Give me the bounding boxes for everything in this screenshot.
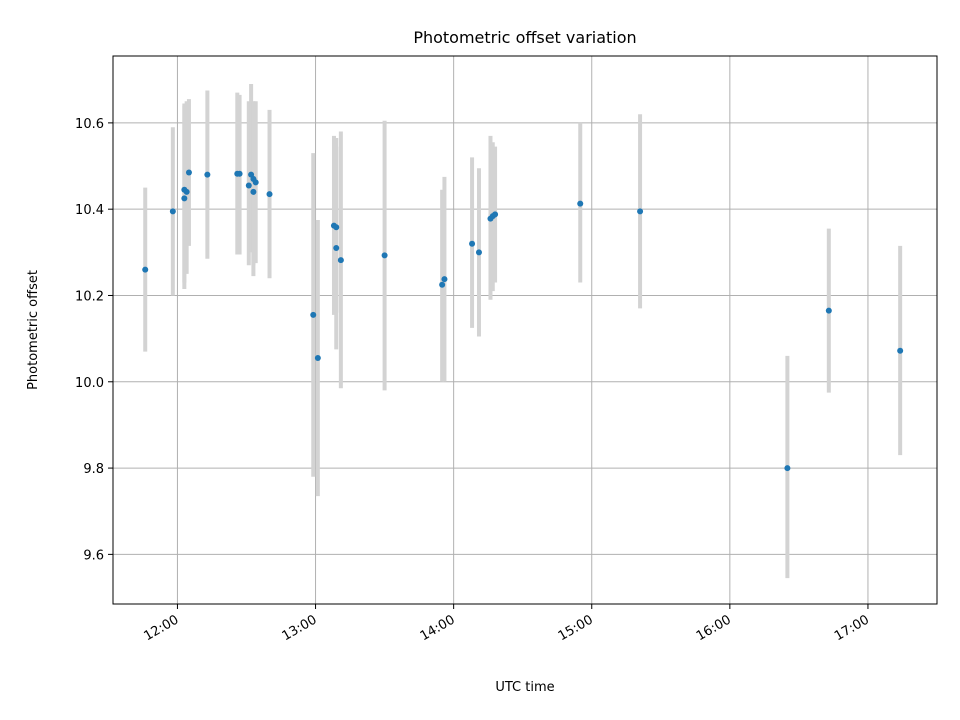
data-point <box>492 211 499 218</box>
data-point <box>577 200 584 207</box>
data-point <box>825 307 832 314</box>
data-point <box>236 170 243 177</box>
data-point <box>333 245 340 252</box>
data-point <box>183 188 190 195</box>
data-point <box>250 188 257 195</box>
plot-frame <box>112 55 938 605</box>
data-point <box>310 311 317 318</box>
data-point <box>185 169 192 176</box>
data-point <box>784 465 791 472</box>
y-axis-ticks: 9.6 9.8 10.0 10.2 10.4 10.6 <box>75 117 113 563</box>
y-tick-label: 10.4 <box>75 203 104 218</box>
data-point <box>181 195 188 202</box>
x-axis-label: UTC time <box>495 680 554 695</box>
data-point <box>314 355 321 362</box>
y-tick-label: 10.2 <box>75 289 104 304</box>
data-point <box>204 171 211 178</box>
data-point <box>252 179 259 186</box>
data-point <box>439 281 446 288</box>
data-point <box>169 208 176 215</box>
data-point <box>475 249 482 256</box>
data-point <box>637 208 644 215</box>
y-tick-label: 9.8 <box>83 462 104 477</box>
data-point <box>337 257 344 264</box>
data-point <box>266 191 273 198</box>
data-point <box>897 347 904 354</box>
data-point <box>469 240 476 247</box>
chart-title: Photometric offset variation <box>413 28 636 47</box>
data-point <box>245 182 252 189</box>
data-points <box>142 169 904 472</box>
data-point <box>333 224 340 231</box>
data-point <box>381 252 388 259</box>
y-tick-label: 10.0 <box>75 376 104 391</box>
y-tick-label: 10.6 <box>75 117 104 132</box>
data-point <box>142 266 149 273</box>
data-point <box>441 276 448 283</box>
y-axis-label: Photometric offset <box>26 270 41 390</box>
y-tick-label: 9.6 <box>83 548 104 563</box>
